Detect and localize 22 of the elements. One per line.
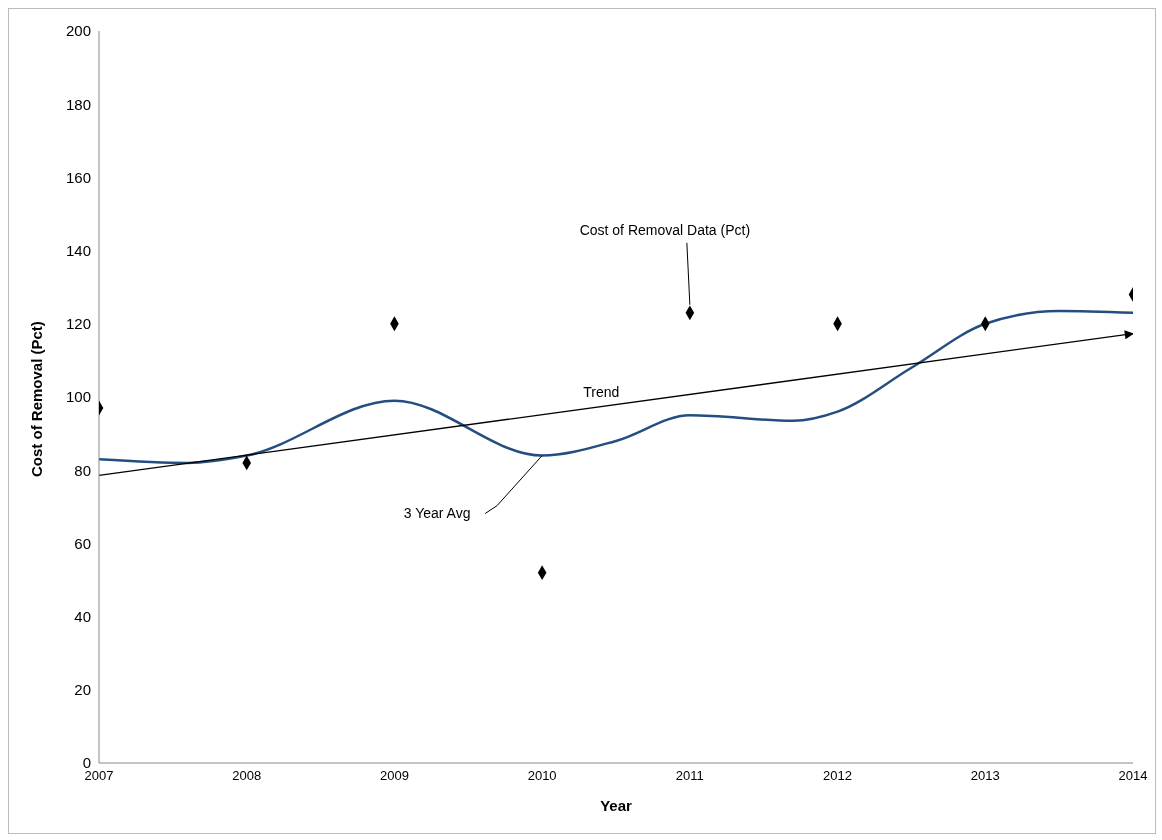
y-tick-label: 120 xyxy=(65,315,91,333)
y-tick-label: 160 xyxy=(65,168,91,186)
x-tick-label: 2012 xyxy=(823,768,853,784)
x-tick-label: 2013 xyxy=(970,768,1000,784)
y-tick-label: 200 xyxy=(65,22,91,40)
x-tick-label: 2011 xyxy=(675,768,704,784)
y-tick-label: 180 xyxy=(65,95,91,113)
x-tick-label: 2010 xyxy=(527,768,557,784)
x-tick-label: 2008 xyxy=(232,768,262,784)
annotation: Trend xyxy=(583,383,620,400)
y-tick-label: 60 xyxy=(74,534,91,552)
annotation: 3 Year Avg xyxy=(403,504,471,521)
y-tick-label: 140 xyxy=(65,241,91,259)
y-tick-label: 20 xyxy=(74,681,91,699)
x-tick-label: 2009 xyxy=(379,768,409,784)
y-axis-title: Cost of Removal (Pct) xyxy=(28,321,46,477)
annotation: Cost of Removal Data (Pct) xyxy=(579,221,751,238)
y-tick-label: 80 xyxy=(74,461,91,479)
y-tick-label: 100 xyxy=(65,388,91,406)
x-axis-title: Year xyxy=(600,797,633,814)
y-tick-label: 40 xyxy=(74,607,91,625)
x-tick-label: 2014 xyxy=(1118,768,1148,784)
